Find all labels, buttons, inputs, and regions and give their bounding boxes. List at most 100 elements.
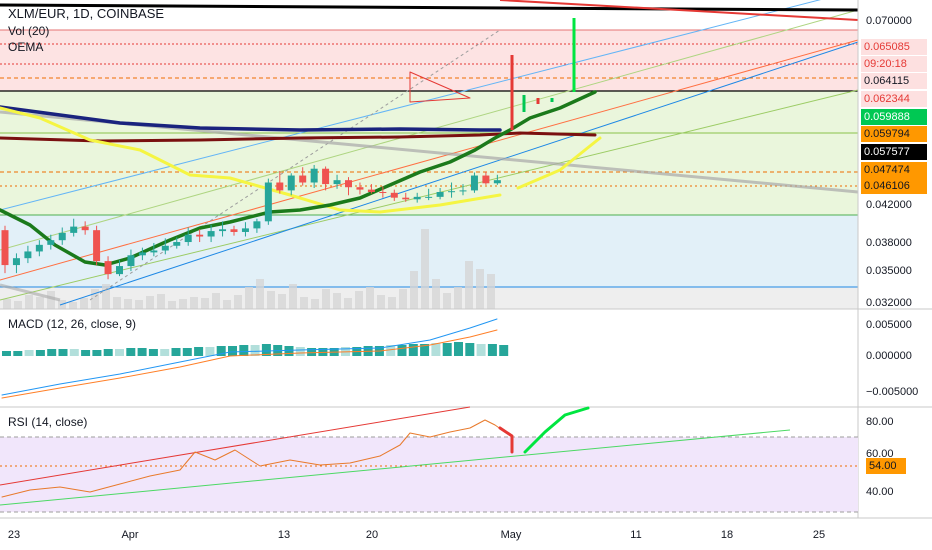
macd-histogram-bar: [182, 348, 192, 356]
macd-histogram-bar: [81, 350, 91, 356]
macd-histogram-bar: [499, 345, 509, 356]
candle-body: [207, 231, 215, 237]
macd-histogram-bar: [92, 350, 102, 356]
candle: [104, 256, 112, 280]
candle: [127, 249, 135, 272]
price-tick-label: 0.042000: [866, 199, 912, 211]
macd-tick-label: 0.005000: [866, 319, 912, 331]
volume-bar: [179, 299, 187, 309]
candle-body: [425, 196, 433, 198]
volume-bar: [399, 289, 407, 309]
macd-histogram-bar: [284, 346, 294, 356]
main-pane-title: XLM/EUR, 1D, COINBASE: [8, 6, 165, 21]
macd-histogram-bar: [13, 351, 23, 356]
macd-histogram-bar: [476, 344, 486, 356]
candle-body: [482, 175, 490, 184]
candle-body: [47, 240, 55, 245]
macd-histogram-bar: [58, 349, 68, 356]
price-tick-label: 0.032000: [866, 297, 912, 309]
candle-body: [276, 182, 284, 191]
candle-body: [104, 261, 112, 275]
candle: [207, 224, 215, 243]
rsi-tick-label: 40.00: [866, 486, 894, 498]
candle-body: [390, 192, 398, 198]
candles: [1, 164, 501, 280]
candle-body: [287, 175, 295, 191]
volume-bar: [234, 295, 242, 309]
price-badge: 0.064115: [861, 73, 927, 89]
volume-bar: [388, 297, 396, 309]
rsi-tick-label: 80.00: [866, 416, 894, 428]
candle-body: [470, 175, 478, 191]
macd-histogram-bar: [35, 350, 45, 356]
rsi-tick-label: 60.00: [866, 448, 894, 460]
volume-bar: [487, 274, 495, 309]
volume-bar: [278, 294, 286, 309]
volume-indicator-label: Vol (20): [8, 24, 50, 38]
candle-body: [413, 196, 421, 200]
macd-histogram-bar: [47, 349, 57, 356]
rsi-band: [0, 437, 858, 512]
volume-bar: [322, 289, 330, 309]
candle: [310, 164, 318, 189]
macd-histogram-bar: [431, 343, 441, 356]
candle: [70, 218, 78, 237]
volume-bar: [476, 269, 484, 309]
grey-trend: [0, 283, 61, 302]
candle-body: [241, 228, 249, 232]
macd-histogram-bar: [454, 342, 463, 356]
volume-bar: [212, 293, 220, 309]
macd-histogram-bar: [420, 344, 430, 356]
volume-bar: [245, 287, 253, 309]
channel-line: [0, 0, 822, 211]
candle: [482, 171, 490, 185]
candle-body: [138, 252, 146, 256]
candle: [196, 229, 204, 243]
volume-bar: [201, 298, 209, 309]
macd-tick-label: −0.005000: [866, 386, 918, 398]
macd-histogram-bar: [2, 351, 11, 356]
price-badge: 0.062344: [861, 91, 927, 107]
macd-histogram-bar: [442, 343, 452, 356]
rsi-value-badge: 54.00: [866, 458, 906, 474]
candle: [459, 184, 467, 196]
candle: [345, 177, 352, 196]
candle: [12, 253, 20, 274]
candle: [425, 188, 433, 201]
candle-body: [230, 229, 238, 232]
candle: [173, 237, 181, 249]
volume-bar: [311, 299, 319, 309]
price-tick-label: 0.070000: [866, 15, 912, 27]
macd-tick-label: 0.000000: [866, 350, 912, 362]
candle-body: [299, 175, 307, 183]
volume-bar: [3, 299, 11, 309]
candle: [413, 192, 421, 203]
volume-bar: [190, 297, 198, 309]
candle-body: [81, 226, 89, 231]
candle: [379, 186, 387, 198]
macd-histogram-bar: [69, 349, 79, 356]
resistance-zone: [0, 30, 858, 91]
ema-brown-line: [0, 131, 597, 143]
candle-body: [264, 182, 272, 222]
x-tick-label: 23: [8, 529, 20, 541]
macd-histogram-bar: [137, 348, 147, 356]
volume-bar: [25, 295, 33, 309]
price-badge: 0.047474: [861, 162, 927, 178]
macd-histogram-bar: [307, 348, 317, 356]
macd-histogram-bar: [228, 346, 237, 356]
macd-histogram-bar: [24, 350, 34, 356]
candle-body: [493, 180, 501, 184]
volume-bar: [355, 291, 363, 309]
volume-bar: [454, 287, 462, 309]
volume-bar: [146, 296, 154, 309]
yellow-projection: [516, 136, 602, 190]
rsi-red-trend: [0, 406, 471, 486]
candle-body: [379, 192, 387, 194]
price-badge: 0.059888: [861, 109, 927, 125]
price-badge: 09:20:18: [861, 56, 927, 72]
candle: [436, 188, 444, 200]
rsi-projection-green: [523, 406, 590, 454]
candle: [230, 225, 238, 236]
